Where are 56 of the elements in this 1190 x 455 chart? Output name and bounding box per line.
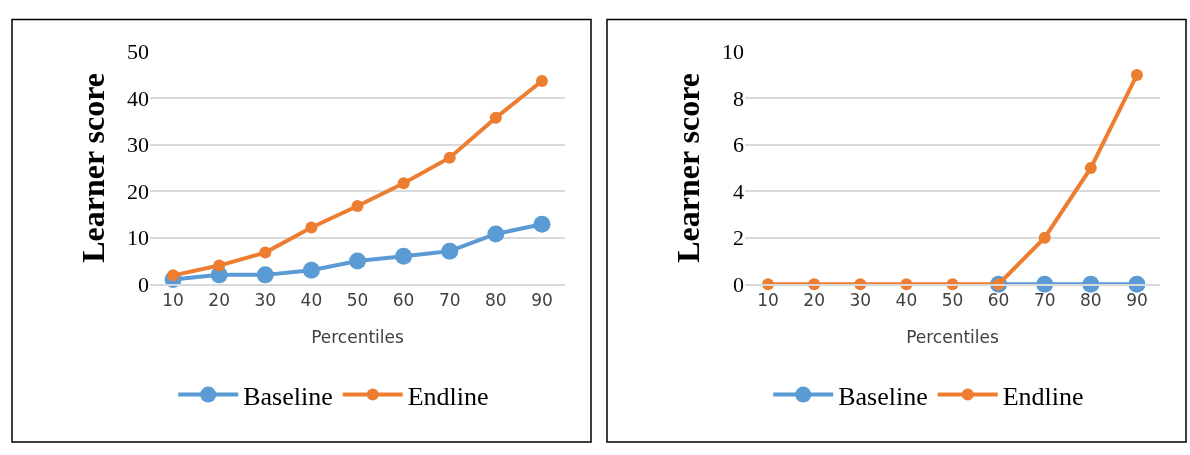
y-tick-label: 0 <box>138 271 149 297</box>
point <box>259 246 272 259</box>
x-tick-label: 40 <box>300 290 323 311</box>
x-tick-label: 30 <box>254 290 277 311</box>
y-tick-label: 20 <box>127 178 149 204</box>
point <box>535 74 548 87</box>
x-tick-label: 30 <box>849 290 872 311</box>
point <box>487 225 505 243</box>
point <box>1038 231 1051 244</box>
x-axis-title: Percentiles <box>906 327 999 348</box>
y-axis-title: Learner score <box>75 73 112 263</box>
x-tick-label: 60 <box>392 290 415 311</box>
point <box>305 221 318 234</box>
legend-label: Endline <box>1002 381 1084 411</box>
x-tick-label: 90 <box>531 290 553 311</box>
point <box>213 259 226 272</box>
point <box>351 200 364 213</box>
legend-label: Baseline <box>838 381 928 411</box>
x-tick-label: 50 <box>941 290 964 311</box>
x-tick-label: 90 <box>1126 290 1148 311</box>
y-tick-label: 30 <box>127 132 149 158</box>
point <box>489 111 502 124</box>
y-tick-label: 0 <box>733 271 744 297</box>
y-tick-label: 50 <box>127 39 149 65</box>
x-tick-label: 70 <box>438 290 461 311</box>
x-axis-title: Percentiles <box>311 327 404 348</box>
y-tick-label: 10 <box>127 225 149 251</box>
x-tick-label: 40 <box>895 290 918 311</box>
y-tick-label: 10 <box>722 39 744 65</box>
point <box>302 261 320 279</box>
y-tick-label: 2 <box>733 225 744 251</box>
x-tick-label: 50 <box>346 290 369 311</box>
point <box>395 247 413 265</box>
x-tick-label: 10 <box>757 290 779 311</box>
point <box>397 177 410 190</box>
x-tick-label: 70 <box>1033 290 1056 311</box>
y-tick-label: 8 <box>733 85 744 111</box>
point <box>533 215 551 233</box>
point <box>1130 68 1143 81</box>
x-tick-label: 60 <box>987 290 1010 311</box>
y-tick-label: 4 <box>733 178 744 204</box>
legend-label: Baseline <box>243 381 333 411</box>
x-tick-label: 20 <box>803 290 825 311</box>
x-tick-label: 20 <box>208 290 230 311</box>
point <box>1084 161 1097 174</box>
point <box>443 151 456 164</box>
legend-label: Endline <box>407 381 489 411</box>
point <box>441 242 459 260</box>
y-tick-label: 6 <box>733 132 744 158</box>
x-tick-label: 80 <box>485 290 507 311</box>
y-tick-label: 40 <box>127 85 149 111</box>
x-tick-label: 80 <box>1080 290 1102 311</box>
y-axis-title: Learner score <box>670 73 707 263</box>
point <box>349 252 366 270</box>
x-tick-label: 10 <box>162 290 184 311</box>
point <box>256 266 274 284</box>
